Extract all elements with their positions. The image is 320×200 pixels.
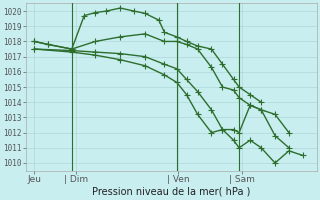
X-axis label: Pression niveau de la mer( hPa ): Pression niveau de la mer( hPa ) bbox=[92, 187, 251, 197]
